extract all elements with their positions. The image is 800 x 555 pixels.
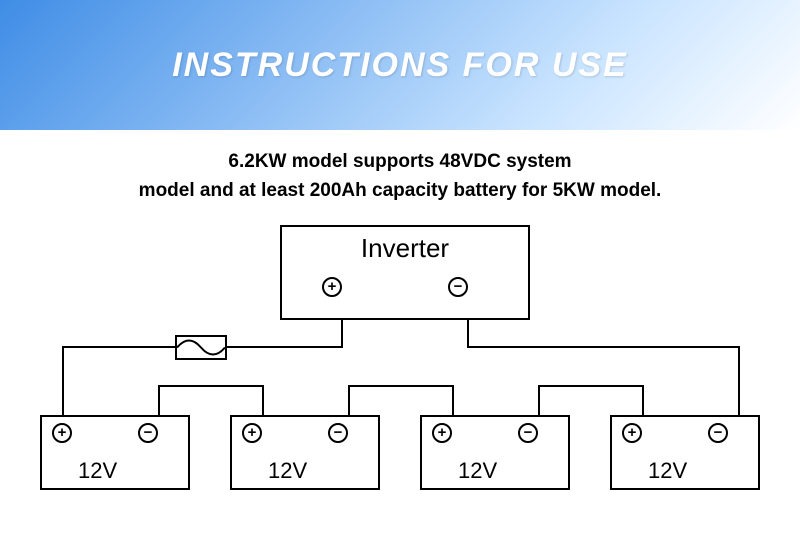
terminal-negative: − (448, 277, 468, 297)
inverter-label: Inverter (282, 233, 528, 264)
desc-line1-rest: model supports 48VDC system (286, 151, 571, 172)
battery-label: 12V (78, 458, 117, 484)
wire (348, 385, 452, 387)
desc-line2: model and at least 200Ah capacity batter… (139, 180, 662, 201)
wire (538, 385, 642, 387)
wire (62, 346, 175, 348)
fuse-symbol (175, 335, 227, 360)
wire (341, 320, 343, 347)
wire (227, 346, 343, 348)
terminal-negative: − (518, 423, 538, 443)
terminal-positive: + (322, 277, 342, 297)
description: 6.2KW model supports 48VDC system model … (0, 148, 800, 205)
banner: INSTRUCTIONS FOR USE (0, 0, 800, 130)
terminal-negative: − (328, 423, 348, 443)
terminal-positive: + (242, 423, 262, 443)
terminal-positive: + (52, 423, 72, 443)
banner-title: INSTRUCTIONS FOR USE (172, 46, 628, 85)
desc-line1-model: 6.2KW (228, 151, 286, 172)
inverter-box: Inverter (280, 225, 530, 320)
battery-label: 12V (268, 458, 307, 484)
wiring-diagram: Inverter + − 12V + − 12V + − 12V + − 12V + − (0, 215, 800, 555)
terminal-negative: − (138, 423, 158, 443)
wire (158, 385, 262, 387)
terminal-positive: + (622, 423, 642, 443)
terminal-negative: − (708, 423, 728, 443)
wire (62, 346, 64, 415)
battery-label: 12V (648, 458, 687, 484)
terminal-positive: + (432, 423, 452, 443)
battery-label: 12V (458, 458, 497, 484)
wire (467, 346, 739, 348)
wire (467, 320, 469, 347)
